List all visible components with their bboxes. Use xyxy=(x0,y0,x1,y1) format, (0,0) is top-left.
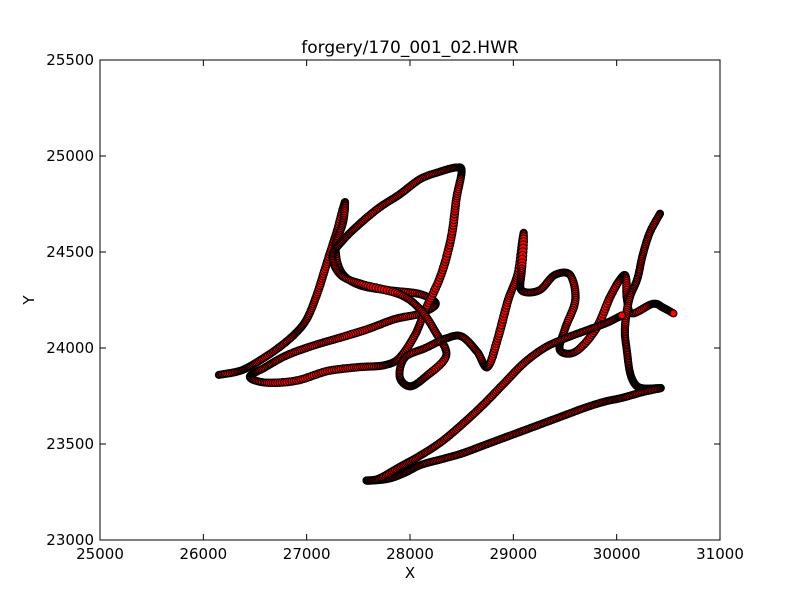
data-point xyxy=(669,309,678,318)
y-tick-label: 24500 xyxy=(46,243,94,261)
x-tick-label: 25000 xyxy=(76,545,124,563)
y-tick-label: 25000 xyxy=(46,147,94,165)
ticks-layer: 25000 26000 27000 28000 29000 30000 31000 23000… xyxy=(46,51,744,563)
x-tick-label: 27000 xyxy=(283,545,331,563)
data-point xyxy=(617,311,626,320)
x-tick-label: 26000 xyxy=(179,545,227,563)
data-layer xyxy=(214,163,678,485)
x-tick-label: 31000 xyxy=(696,545,744,563)
y-tick-label: 23000 xyxy=(46,531,94,549)
y-tick-label: 25500 xyxy=(46,51,94,69)
y-axis-label: Y xyxy=(20,295,38,306)
x-axis-label: X xyxy=(405,564,415,582)
x-tick-label: 30000 xyxy=(593,545,641,563)
y-tick-label: 23500 xyxy=(46,435,94,453)
y-tick-label: 24000 xyxy=(46,339,94,357)
x-tick-label: 28000 xyxy=(386,545,434,563)
chart-title: forgery/170_001_02.HWR xyxy=(301,38,519,58)
x-tick-label: 29000 xyxy=(489,545,537,563)
